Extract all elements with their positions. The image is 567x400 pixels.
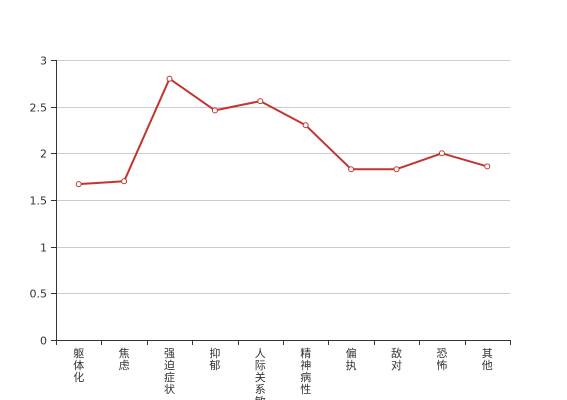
data-point[interactable]	[75, 181, 82, 188]
x-tick-label: 焦虑	[119, 347, 130, 372]
y-axis-ticks: 0 0.5 1 1.5 2 2.5 3	[30, 55, 56, 348]
data-point[interactable]	[211, 107, 218, 114]
y-tick-label: 1	[40, 242, 47, 255]
y-tick-label: 1.5	[30, 195, 48, 208]
y-tick-label: 0	[40, 335, 47, 348]
x-tick-label: 偏执	[346, 346, 357, 372]
data-point[interactable]	[484, 163, 491, 170]
x-tick-label: 恐怖	[436, 347, 447, 372]
x-tick-label: 精神病性	[300, 347, 311, 396]
x-tick-label: 人际关系敏感	[255, 347, 266, 400]
y-tick-label: 2.5	[30, 102, 48, 115]
y-tick-label: 3	[40, 55, 47, 68]
data-point[interactable]	[348, 166, 355, 173]
series	[75, 75, 491, 188]
data-point[interactable]	[302, 122, 309, 129]
x-tick-label: 强迫症状	[164, 347, 175, 396]
x-tick-label: 躯体化	[73, 347, 84, 384]
data-point[interactable]	[393, 166, 400, 173]
y-tick-label: 2	[40, 148, 47, 161]
data-point[interactable]	[166, 75, 173, 82]
grid-lines	[56, 60, 510, 294]
x-axis-ticks: 躯体化 焦虑 强迫症状 抑郁 人际关系敏感 精神病性 偏执 敌对 恐怖 其他	[56, 340, 511, 400]
y-tick-label: 0.5	[30, 288, 48, 301]
data-point[interactable]	[121, 178, 128, 185]
data-point[interactable]	[438, 150, 445, 157]
data-point[interactable]	[257, 98, 264, 105]
x-tick-label: 抑郁	[209, 346, 220, 372]
series-line	[78, 77, 488, 186]
x-tick-label: 敌对	[391, 346, 402, 372]
x-tick-label: 其他	[482, 347, 493, 372]
